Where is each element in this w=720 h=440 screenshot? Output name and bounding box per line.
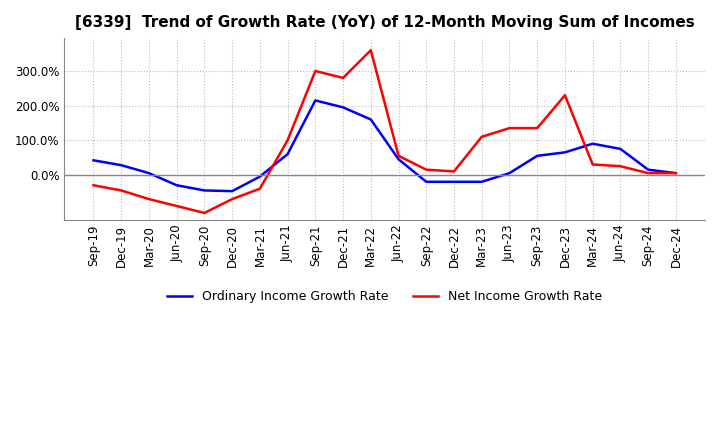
Ordinary Income Growth Rate <box>588 141 597 147</box>
Ordinary Income Growth Rate <box>172 183 181 188</box>
Ordinary Income Growth Rate <box>339 105 348 110</box>
Net Income Growth Rate <box>505 125 514 131</box>
Net Income Growth Rate <box>366 48 375 53</box>
Net Income Growth Rate <box>616 164 625 169</box>
Ordinary Income Growth Rate <box>311 98 320 103</box>
Ordinary Income Growth Rate <box>200 188 209 193</box>
Net Income Growth Rate <box>283 138 292 143</box>
Ordinary Income Growth Rate <box>117 162 125 168</box>
Net Income Growth Rate <box>644 170 652 176</box>
Ordinary Income Growth Rate <box>395 157 403 162</box>
Ordinary Income Growth Rate <box>422 179 431 184</box>
Ordinary Income Growth Rate <box>505 170 514 176</box>
Ordinary Income Growth Rate <box>89 158 98 163</box>
Line: Net Income Growth Rate: Net Income Growth Rate <box>94 50 676 213</box>
Net Income Growth Rate <box>561 92 570 98</box>
Ordinary Income Growth Rate <box>256 174 264 179</box>
Net Income Growth Rate <box>145 197 153 202</box>
Ordinary Income Growth Rate <box>616 146 625 151</box>
Net Income Growth Rate <box>477 134 486 139</box>
Ordinary Income Growth Rate <box>145 170 153 176</box>
Ordinary Income Growth Rate <box>533 153 541 158</box>
Net Income Growth Rate <box>450 169 459 174</box>
Legend: Ordinary Income Growth Rate, Net Income Growth Rate: Ordinary Income Growth Rate, Net Income … <box>162 285 608 308</box>
Net Income Growth Rate <box>117 188 125 193</box>
Net Income Growth Rate <box>200 210 209 216</box>
Net Income Growth Rate <box>339 75 348 81</box>
Net Income Growth Rate <box>89 183 98 188</box>
Net Income Growth Rate <box>422 167 431 172</box>
Net Income Growth Rate <box>256 186 264 191</box>
Ordinary Income Growth Rate <box>561 150 570 155</box>
Net Income Growth Rate <box>311 68 320 73</box>
Ordinary Income Growth Rate <box>672 170 680 176</box>
Net Income Growth Rate <box>228 197 236 202</box>
Ordinary Income Growth Rate <box>644 167 652 172</box>
Net Income Growth Rate <box>672 170 680 176</box>
Net Income Growth Rate <box>395 153 403 158</box>
Ordinary Income Growth Rate <box>477 179 486 184</box>
Net Income Growth Rate <box>172 203 181 209</box>
Line: Ordinary Income Growth Rate: Ordinary Income Growth Rate <box>94 100 676 191</box>
Title: [6339]  Trend of Growth Rate (YoY) of 12-Month Moving Sum of Incomes: [6339] Trend of Growth Rate (YoY) of 12-… <box>75 15 695 30</box>
Net Income Growth Rate <box>588 162 597 167</box>
Ordinary Income Growth Rate <box>366 117 375 122</box>
Ordinary Income Growth Rate <box>450 179 459 184</box>
Net Income Growth Rate <box>533 125 541 131</box>
Ordinary Income Growth Rate <box>283 151 292 157</box>
Ordinary Income Growth Rate <box>228 188 236 194</box>
